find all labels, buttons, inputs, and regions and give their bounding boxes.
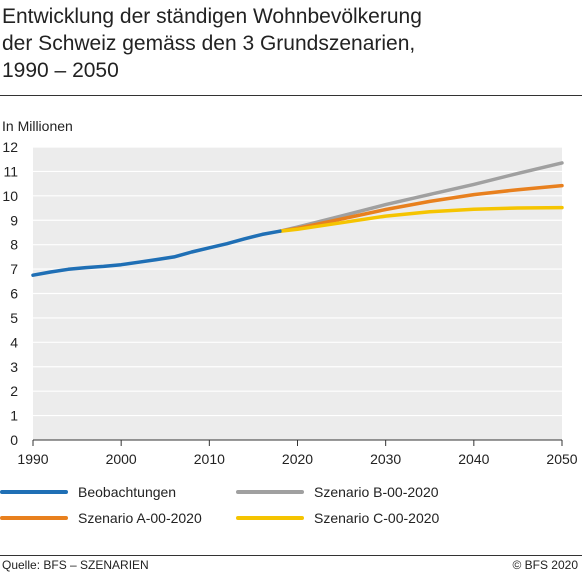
y-tick-label: 1 <box>10 408 18 424</box>
legend: Beobachtungen Szenario A-00-2020 Szenari… <box>0 482 582 532</box>
series-lines <box>31 161 564 277</box>
x-tick-label: 2000 <box>106 451 137 467</box>
legend-label: Szenario C-00-2020 <box>314 510 440 526</box>
x-tick-label: 1990 <box>17 451 48 467</box>
x-tick-label: 2020 <box>282 451 313 467</box>
legend-swatch <box>0 490 68 494</box>
chart-title: Entwicklung der ständigen Wohnbevölkerun… <box>2 3 572 84</box>
legend-item-szenario-c: Szenario C-00-2020 <box>236 510 439 526</box>
top-divider <box>0 95 582 96</box>
y-tick-label: 12 <box>2 139 18 155</box>
x-tick-labels: 1990 2000 2010 2020 2030 2040 2050 <box>17 440 578 467</box>
y-tick-label: 7 <box>10 261 18 277</box>
y-tick-label: 8 <box>10 237 18 253</box>
title-line-2: der Schweiz gemäss den 3 Grundszenarien, <box>2 32 416 55</box>
y-tick-label: 0 <box>10 432 18 448</box>
title-line-3: 1990 – 2050 <box>2 59 119 82</box>
source-note: Quelle: BFS – SZENARIEN <box>2 558 149 572</box>
y-tick-label: 4 <box>10 334 18 350</box>
title-line-1: Entwicklung der ständigen Wohnbevölkerun… <box>2 5 422 28</box>
series-line-szenario-c <box>278 205 564 233</box>
legend-item-szenario-a: Szenario A-00-2020 <box>0 510 202 526</box>
y-tick-label: 6 <box>10 286 18 302</box>
y-tick-label: 10 <box>2 188 18 204</box>
x-tick-label: 2050 <box>546 451 577 467</box>
legend-swatch <box>236 516 304 520</box>
legend-item-beobachtungen: Beobachtungen <box>0 484 176 500</box>
legend-swatch <box>236 490 304 494</box>
y-tick-label: 2 <box>10 383 18 399</box>
legend-item-szenario-b: Szenario B-00-2020 <box>236 484 439 500</box>
series-line-beobachtungen <box>31 229 282 277</box>
legend-label: Szenario A-00-2020 <box>78 510 202 526</box>
bottom-divider <box>0 555 582 556</box>
x-tick-label: 2010 <box>194 451 225 467</box>
x-tick-label: 2040 <box>458 451 489 467</box>
y-axis-label: In Millionen <box>2 118 73 134</box>
legend-swatch <box>0 516 68 520</box>
legend-label: Szenario B-00-2020 <box>314 484 439 500</box>
copyright-note: © BFS 2020 <box>512 558 578 572</box>
y-tick-label: 11 <box>3 163 18 179</box>
y-tick-label: 5 <box>10 310 18 326</box>
x-tick-label: 2030 <box>370 451 401 467</box>
legend-label: Beobachtungen <box>78 484 177 500</box>
y-tick-label: 3 <box>10 359 18 375</box>
y-tick-label: 9 <box>10 212 18 228</box>
